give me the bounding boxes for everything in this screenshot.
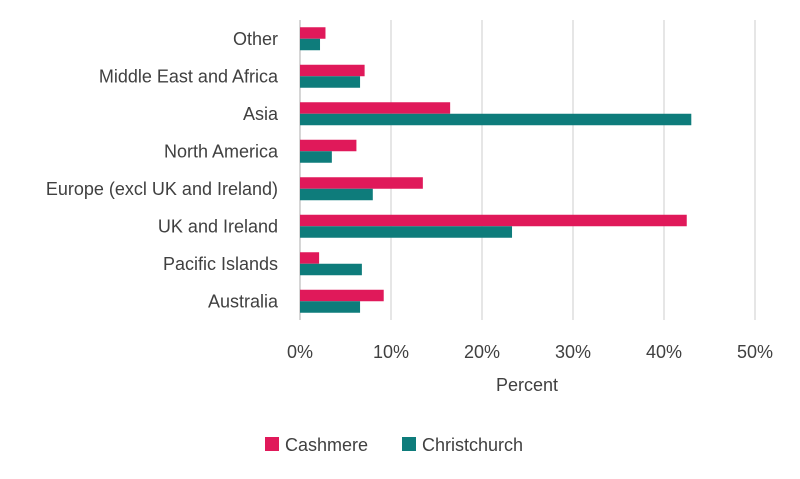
x-tick-label: 0%	[287, 342, 313, 362]
x-tick-label: 30%	[555, 342, 591, 362]
legend: Cashmere Christchurch	[265, 435, 523, 455]
bar-christchurch	[300, 76, 361, 88]
x-tick-label: 40%	[646, 342, 682, 362]
bar-cashmere	[300, 289, 384, 302]
legend-label: Christchurch	[422, 435, 523, 455]
category-label: Asia	[243, 104, 279, 124]
x-tick-label: 20%	[464, 342, 500, 362]
bars	[300, 27, 692, 313]
x-axis-title: Percent	[496, 375, 558, 395]
bar-cashmere	[300, 177, 423, 189]
bar-christchurch	[300, 151, 332, 163]
bar-christchurch	[300, 301, 361, 313]
bar-christchurch	[300, 38, 321, 51]
gridlines	[299, 20, 756, 320]
bar-cashmere	[300, 252, 320, 264]
bar-cashmere	[300, 64, 365, 77]
category-labels: Other Middle East and Africa Asia North Ame…	[46, 29, 279, 312]
category-label: Middle East and Africa	[99, 66, 279, 86]
category-label: North America	[164, 141, 279, 161]
x-tick-label: 50%	[737, 342, 773, 362]
legend-swatch	[265, 437, 279, 451]
legend-label: Cashmere	[285, 435, 368, 455]
bar-cashmere	[300, 27, 326, 39]
bar-christchurch	[300, 263, 362, 276]
bar-christchurch	[300, 113, 692, 126]
bar-christchurch	[300, 188, 373, 201]
bar-cashmere	[300, 102, 451, 114]
category-label: Other	[233, 29, 278, 49]
category-label: Australia	[208, 291, 279, 311]
bar-cashmere	[300, 214, 687, 227]
bar-cashmere	[300, 139, 357, 152]
bar-christchurch	[300, 226, 513, 238]
x-tick-label: 10%	[373, 342, 409, 362]
legend-swatch	[402, 437, 416, 451]
category-label: Pacific Islands	[163, 254, 278, 274]
tick-labels: 0% 10% 20% 30% 40% 50%	[287, 342, 773, 362]
category-label: UK and Ireland	[158, 216, 278, 236]
category-label: Europe (excl UK and Ireland)	[46, 179, 278, 199]
